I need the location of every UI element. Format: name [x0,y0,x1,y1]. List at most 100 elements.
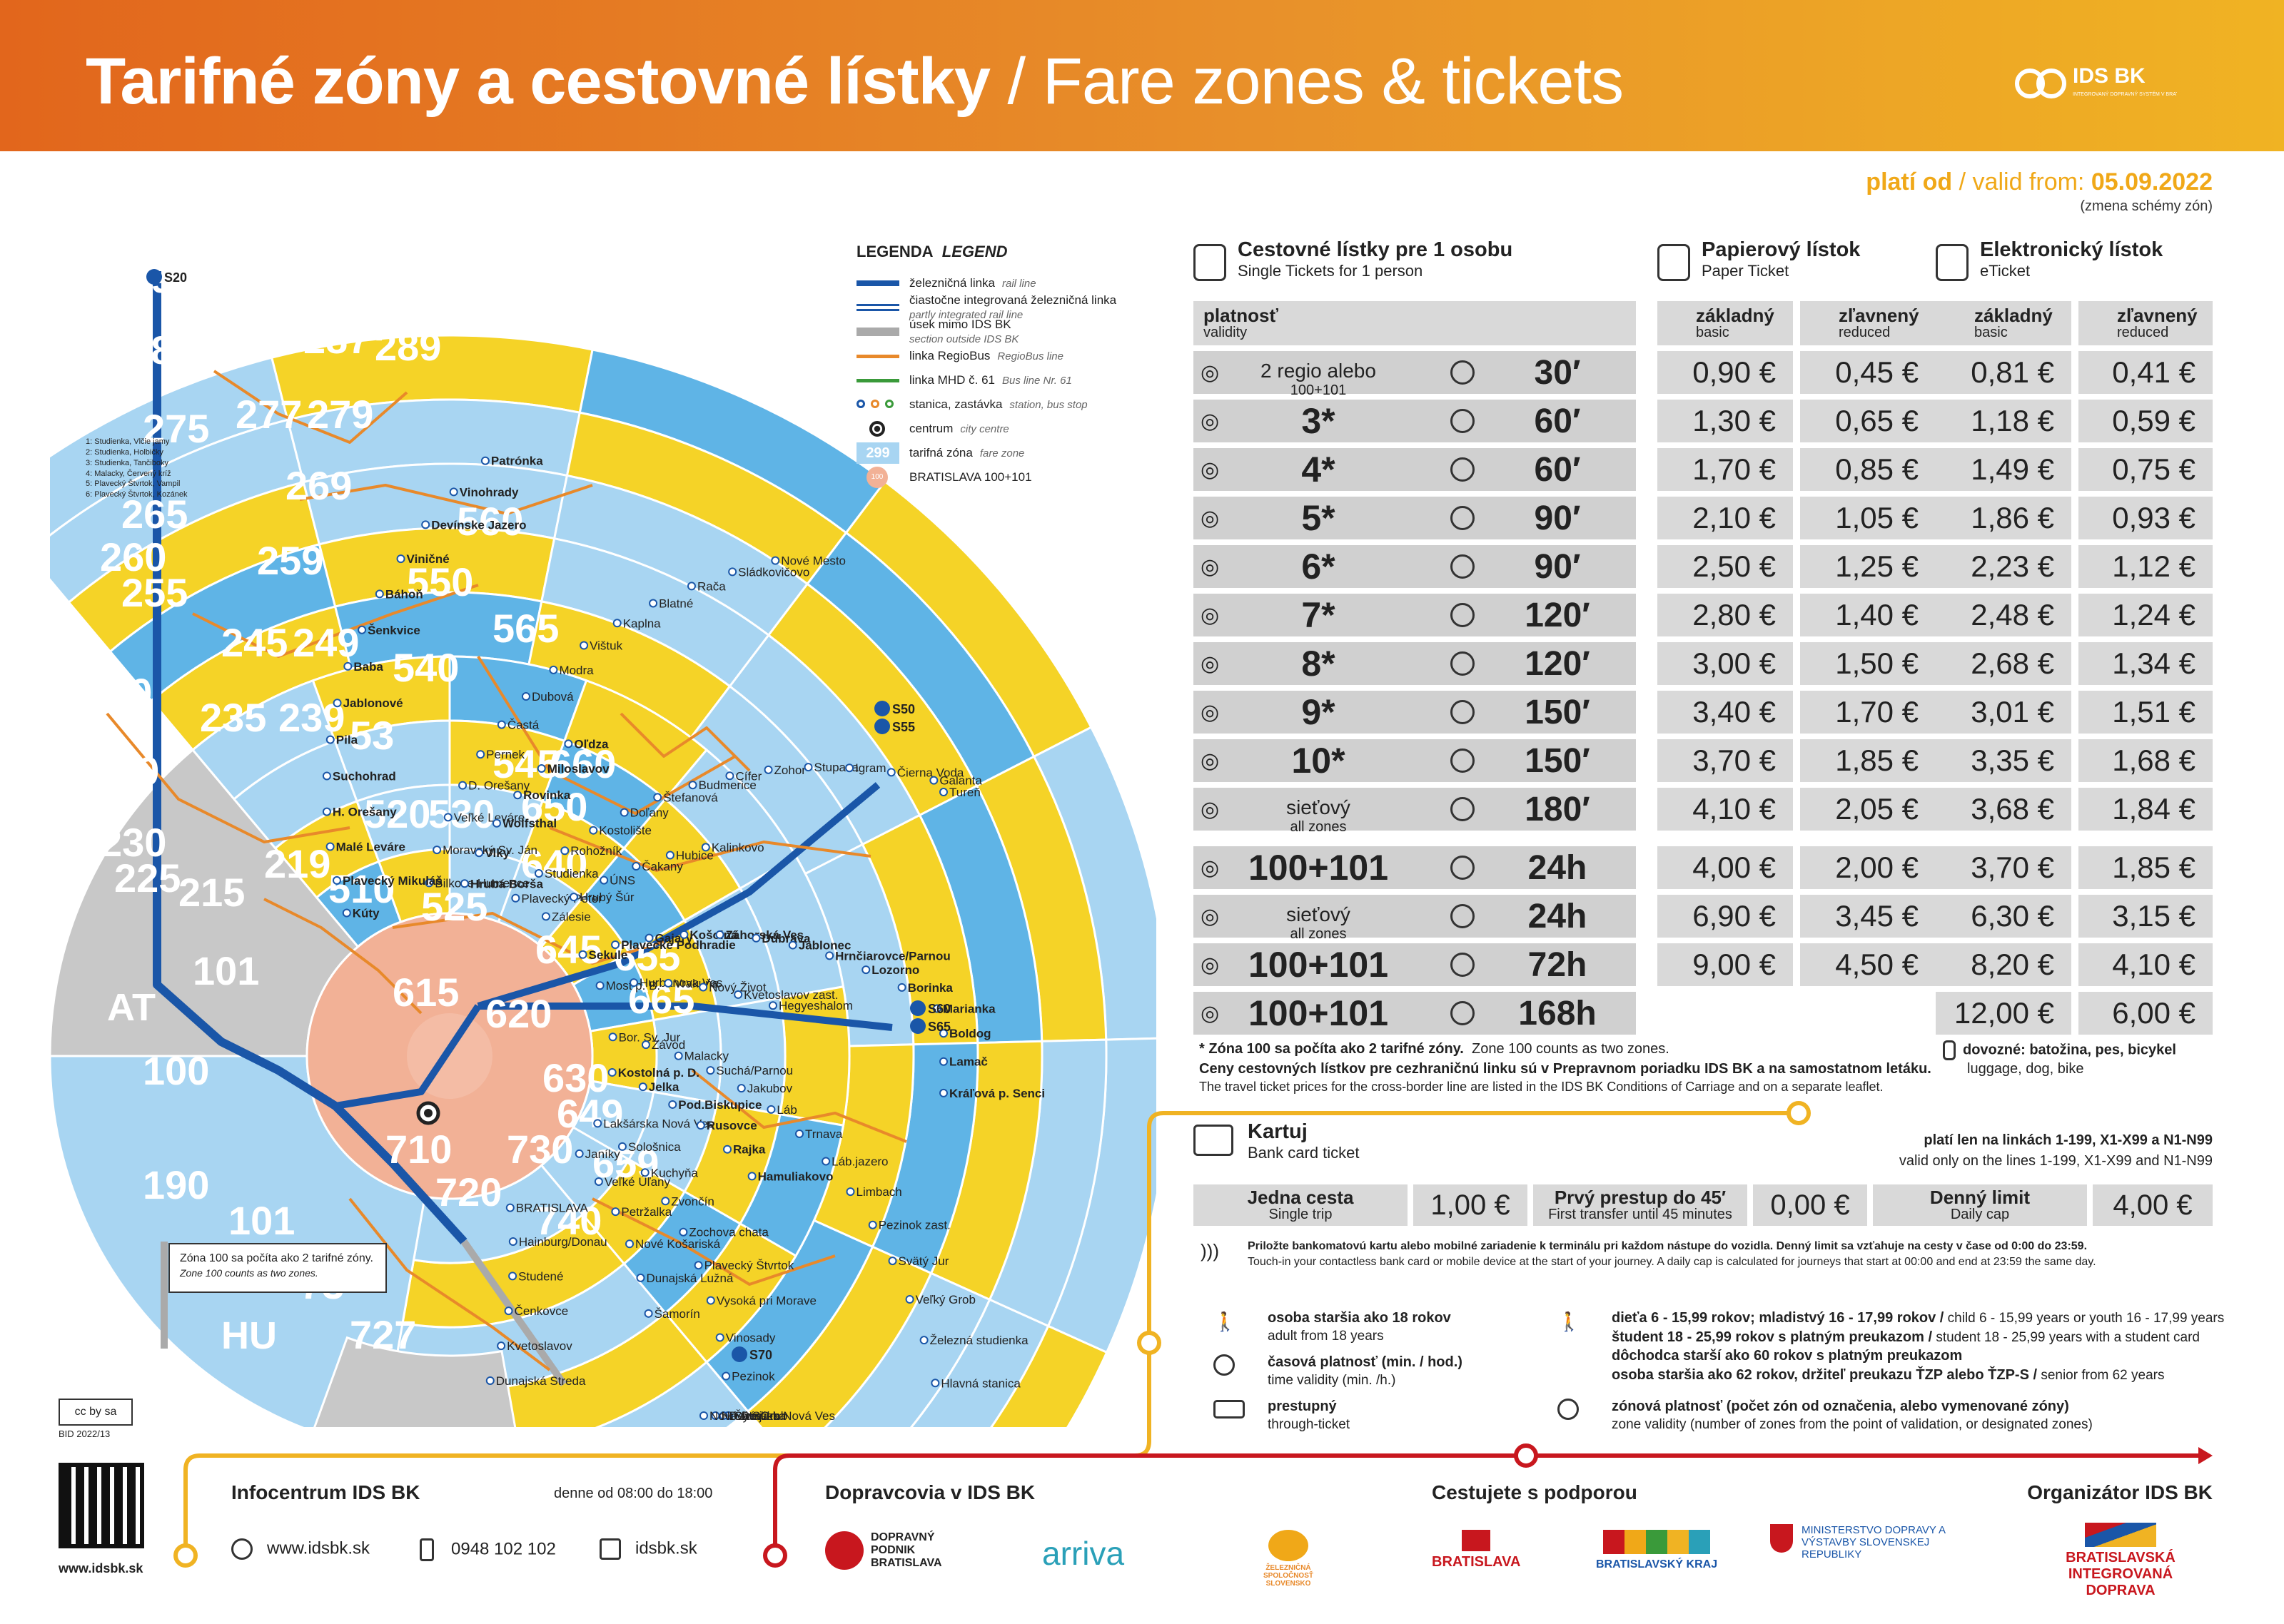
station-marker [644,1309,653,1318]
place-label: Hrnčiarovce/Parnou [835,949,951,963]
station-marker [504,1306,513,1316]
place-label: Tureň [949,786,981,799]
station-marker [322,807,331,816]
zone-label: 297 [250,235,316,280]
paper-reduced-price: 1,25 € [1800,545,1936,588]
eticket-reduced-price: 1,51 € [2078,691,2213,734]
adult-icon: 🚶 [1213,1311,1237,1332]
ticket-row-2: ◎ 4* 60′ [1193,448,1636,491]
station-marker [564,739,573,748]
place-label: Nová Dedinka [709,1409,786,1423]
table-note-3: The travel ticket prices for the cross-b… [1199,1080,1884,1094]
exp-zone: zónová platnosť (počet zón od označenia,… [1557,1397,2093,1433]
first-transfer-price: 0,00 € [1753,1184,1867,1226]
zone-label: 249 [293,620,359,665]
bank-card-lines: platí len na linkách 1-199, X1-X99 a N1-… [1899,1132,2213,1169]
place-label: Kostolište [599,824,652,838]
web-link[interactable]: www.idsbk.sk [231,1538,370,1560]
station-marker [480,456,490,465]
eticket-reduced-price: 4,10 € [2078,943,2213,986]
place-label: Nové Košariská [635,1237,721,1251]
bank-card-title: Kartuj Bank card ticket [1248,1120,1360,1162]
station-marker [569,893,578,902]
exp-time: časová platnosť (min. / hod.) time validi… [1213,1353,1462,1389]
station-marker [679,930,689,939]
s-line-label: S55 [892,720,915,734]
regiobus-line [263,898,423,1015]
paper-reduced-price: 1,85 € [1800,739,1936,782]
ticket-row-8: ◎ 10* 150′ [1193,739,1636,782]
place-label: Lamač [949,1055,988,1069]
station-marker [630,978,639,988]
zone-label: 665 [628,977,694,1022]
place-label: Láb.jazero [832,1154,888,1168]
station-marker [905,1294,914,1304]
clock-icon [1450,360,1475,385]
place-label: Záhorská Ves [726,928,804,942]
zone-label: 277 [236,392,302,437]
place-label: Petržalka [621,1205,672,1219]
paper-reduced-price: 1,70 € [1800,691,1936,734]
zone-label: 630 [542,1055,609,1100]
station-marker [485,1376,495,1385]
ticket-row-3: ◎ 5* 90′ [1193,497,1636,539]
eticket-basic-price: 8,20 € [1936,943,2071,986]
s-line-icon [874,719,890,734]
ticket-row-4: ◎ 6* 90′ [1193,545,1636,588]
s-line-label: S65 [928,1020,951,1034]
carriers-title: Dopravcovia v IDS BK [825,1481,1036,1503]
place-label: Čakany [642,860,683,873]
s-line-icon [146,269,162,285]
s-line-icon [910,1000,926,1016]
place-label: Plavecký Mikuláš [343,874,443,888]
zone-label: 299 [328,245,395,290]
zone-label: 101 [193,948,259,993]
place-label: Bilkove Humence [435,876,529,890]
regiobus-line [549,826,871,872]
zone-label: 525 [421,884,487,929]
zone-validity-icon: ◎ [1201,1001,1220,1025]
facebook-link[interactable]: idsbk.sk [600,1538,697,1560]
zone-label: 565 [492,606,559,651]
station-marker [375,589,384,599]
legend-centre: centrum city centre [856,417,1156,441]
zone-label: 286 [232,317,298,362]
eticket-reduced-price: 3,15 € [2078,895,2213,938]
place-label: Boldog [949,1027,991,1040]
paper-ticket-icon [1657,244,1690,281]
place-label: Šamorín [655,1307,700,1321]
phone-link[interactable]: 0948 102 102 [420,1538,556,1561]
station-marker [492,818,501,828]
eticket-basic-price: 3,70 € [1936,846,2071,889]
legend-partial-rail: čiastočne integrovaná železničná linka pa… [856,293,1156,321]
station-marker [641,1040,650,1050]
place-label: Viničné [407,552,450,566]
regiobus-line [392,912,665,965]
clock-icon [1450,856,1475,880]
station-marker [674,1051,683,1060]
station-marker [425,878,434,888]
city-centre-dot [424,1109,433,1117]
zone-label: 230 [100,820,166,865]
place-label: Veľké Leváre [454,811,525,824]
place-label: D. Orešany [468,779,530,793]
station-marker [897,983,906,992]
page-title: Tarifné zóny a cestovné lístky / Fare zo… [86,45,1624,118]
zone-map: 295 297 299 285 286 287 289 275 277 279 265 269 260 2… [0,214,1172,1610]
station-marker [607,1067,617,1077]
station-marker [511,893,520,903]
qr-code [59,1463,144,1548]
zone-label: 510 [328,866,395,911]
zone-validity-icon: ◎ [1201,506,1220,530]
station-marker [649,599,658,608]
station-marker [595,981,605,990]
place-label: Hlavná stanica [941,1376,1021,1390]
zone-label: 255 [121,570,188,615]
zone-label: 250 [86,670,152,715]
place-label: Dúbrava [762,932,811,945]
paper-reduced-price: 1,50 € [1800,642,1936,685]
s-line-label: S20 [164,270,187,285]
station-marker [679,1227,688,1237]
place-label: Pezinok [732,1370,775,1384]
zone-label: 560 [457,499,523,544]
